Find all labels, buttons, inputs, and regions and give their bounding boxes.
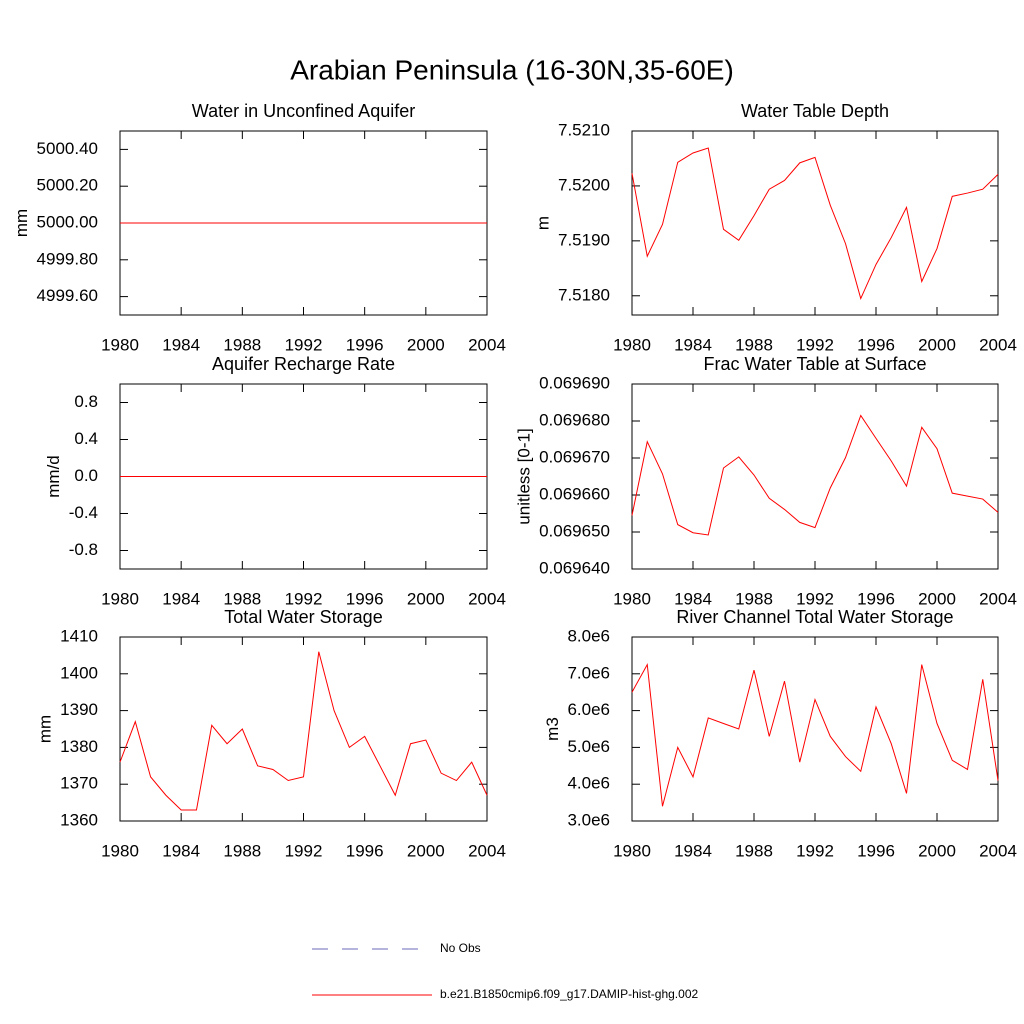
x-tick-label: 1980	[101, 335, 139, 354]
y-tick-label: 7.5200	[558, 175, 610, 194]
y-tick-label: 4999.60	[37, 286, 98, 305]
data-line	[119, 651, 488, 811]
x-tick-label: 1988	[735, 841, 773, 860]
y-tick-label: 7.5190	[558, 230, 610, 249]
x-tick-label: 1996	[346, 335, 384, 354]
x-tick-label: 1984	[162, 589, 200, 608]
x-tick-label: 2004	[468, 841, 506, 860]
y-tick-label: 0.069680	[539, 410, 610, 429]
y-tick-label: 7.5180	[558, 285, 610, 304]
x-tick-label: 1984	[162, 841, 200, 860]
x-tick-label: 1992	[285, 335, 323, 354]
y-tick-label: 4999.80	[37, 249, 98, 268]
y-tick-label: 4.0e6	[567, 774, 610, 793]
x-tick-label: 1980	[613, 589, 651, 608]
x-tick-label: 2004	[468, 335, 506, 354]
y-tick-label: 1390	[60, 700, 98, 719]
y-tick-label: 1370	[60, 774, 98, 793]
panel-title: Total Water Storage	[224, 607, 382, 627]
y-tick-label: 3.0e6	[567, 810, 610, 829]
x-tick-label: 2000	[407, 589, 445, 608]
y-tick-label: 5000.40	[37, 139, 98, 158]
x-tick-label: 1996	[857, 589, 895, 608]
x-tick-label: 1992	[796, 589, 834, 608]
x-tick-label: 2000	[918, 335, 956, 354]
data-line	[631, 147, 999, 300]
y-tick-label: 7.5210	[558, 120, 610, 139]
x-tick-label: 1992	[796, 335, 834, 354]
x-tick-label: 2004	[979, 589, 1017, 608]
x-tick-label: 2000	[407, 335, 445, 354]
x-tick-label: 1992	[796, 841, 834, 860]
y-tick-label: 6.0e6	[567, 700, 610, 719]
plot-frame	[119, 636, 488, 822]
y-axis-label: mm/d	[44, 455, 63, 498]
y-tick-label: 5000.20	[37, 176, 98, 195]
y-tick-label: 0.8	[74, 392, 98, 411]
y-tick-label: 0.4	[74, 429, 98, 448]
panel-title: Water in Unconfined Aquifer	[192, 101, 415, 121]
x-tick-label: 1992	[285, 841, 323, 860]
y-tick-label: 0.0	[74, 466, 98, 485]
x-tick-label: 1996	[857, 335, 895, 354]
y-tick-label: 0.069660	[539, 484, 610, 503]
panel-title: Frac Water Table at Surface	[703, 354, 926, 374]
x-tick-label: 2000	[918, 589, 956, 608]
x-tick-label: 2000	[918, 841, 956, 860]
panel-title: Aquifer Recharge Rate	[212, 354, 395, 374]
legend-label: b.e21.B1850cmip6.f09_g17.DAMIP-hist-ghg.…	[440, 987, 698, 1001]
x-tick-label: 1980	[613, 841, 651, 860]
x-tick-label: 1980	[101, 589, 139, 608]
x-tick-label: 1984	[674, 841, 712, 860]
x-tick-label: 1984	[674, 335, 712, 354]
x-tick-label: 1992	[285, 589, 323, 608]
y-tick-label: 1380	[60, 737, 98, 756]
x-tick-label: 1988	[223, 335, 261, 354]
y-tick-label: 0.069650	[539, 521, 610, 540]
legend-label: No Obs	[440, 941, 481, 955]
x-tick-label: 1988	[735, 589, 773, 608]
plot-frame	[631, 636, 999, 822]
x-tick-label: 1984	[674, 589, 712, 608]
x-tick-label: 1996	[857, 841, 895, 860]
x-tick-label: 1980	[613, 335, 651, 354]
y-tick-label: 1410	[60, 626, 98, 645]
panel-title: River Channel Total Water Storage	[676, 607, 953, 627]
x-tick-label: 1980	[101, 841, 139, 860]
y-tick-label: 0.069690	[539, 373, 610, 392]
y-axis-label: m	[533, 216, 552, 230]
y-axis-label: mm	[12, 209, 31, 237]
x-tick-label: 1988	[223, 841, 261, 860]
y-axis-label: mm	[36, 715, 55, 743]
x-tick-label: 1996	[346, 589, 384, 608]
x-tick-label: 2000	[407, 841, 445, 860]
y-axis-label: unitless [0-1]	[515, 428, 534, 524]
plot-frame	[631, 383, 999, 570]
y-tick-label: 0.069640	[539, 558, 610, 577]
figure-title: Arabian Peninsula (16-30N,35-60E)	[290, 54, 734, 85]
panel-title: Water Table Depth	[741, 101, 889, 121]
x-tick-label: 2004	[979, 335, 1017, 354]
y-tick-label: 7.0e6	[567, 663, 610, 682]
x-tick-label: 1984	[162, 335, 200, 354]
y-tick-label: 8.0e6	[567, 626, 610, 645]
x-tick-label: 2004	[979, 841, 1017, 860]
y-tick-label: 5.0e6	[567, 737, 610, 756]
x-tick-label: 1988	[223, 589, 261, 608]
y-tick-label: 0.069670	[539, 447, 610, 466]
data-line	[631, 662, 999, 807]
x-tick-label: 1996	[346, 841, 384, 860]
data-line	[631, 414, 999, 536]
y-tick-label: -0.4	[69, 503, 98, 522]
y-tick-label: -0.8	[69, 540, 98, 559]
y-tick-label: 5000.00	[37, 212, 98, 231]
y-tick-label: 1400	[60, 663, 98, 682]
y-tick-label: 1360	[60, 810, 98, 829]
y-axis-label: m3	[543, 717, 562, 741]
x-tick-label: 2004	[468, 589, 506, 608]
x-tick-label: 1988	[735, 335, 773, 354]
